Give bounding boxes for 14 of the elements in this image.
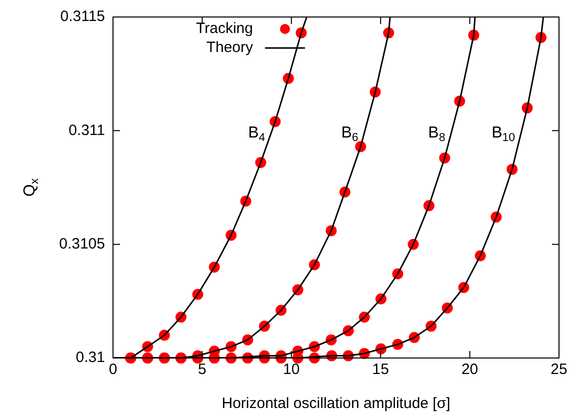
x-tick-label: 20 xyxy=(461,361,478,378)
y-tick-label: 0.311 xyxy=(68,122,105,139)
y-tick-label: 0.31 xyxy=(76,349,105,366)
x-tick-label: 15 xyxy=(372,361,389,378)
y-tick-label: 0.3115 xyxy=(60,8,105,26)
y-axis-title: Qx xyxy=(21,178,41,197)
legend-label: Tracking xyxy=(196,20,253,38)
x-tick-label: 5 xyxy=(198,361,206,378)
x-tick-label: 10 xyxy=(283,361,300,378)
y-tick-label: 0.3105 xyxy=(59,235,105,252)
legend-label: Theory xyxy=(206,39,254,56)
x-axis-title: Horizontal oscillation amplitude [σ] xyxy=(222,395,450,412)
x-tick-label: 25 xyxy=(550,361,568,378)
x-tick-label: 0 xyxy=(108,361,118,378)
